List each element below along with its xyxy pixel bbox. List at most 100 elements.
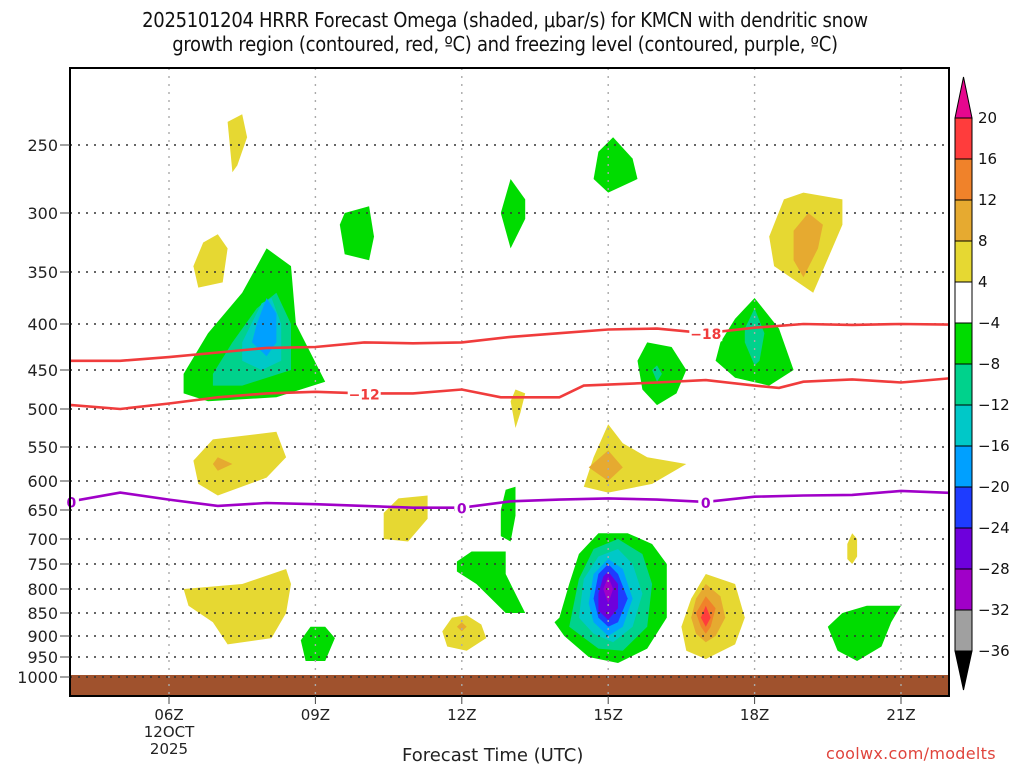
colorbar-band--16-to--12 [954, 404, 973, 447]
y-tick-label-550: 550 [27, 438, 58, 457]
y-tick-label-1000: 1000 [17, 668, 58, 687]
freezing-level-contour-1-label-1: 0 [457, 502, 467, 518]
omega-region-teal-t18-420 [744, 308, 765, 366]
omega-region-orange-t12-880 [456, 622, 467, 632]
y-axis: 250 300 350 400 450 500 550 600 650 700 750 800 850 9… [17, 136, 70, 687]
freezing-level-contour-1-label-bg-2 [698, 493, 714, 510]
x-tick-sublabel-2: 2025 [150, 740, 188, 758]
colorbar-band--8-to--4 [954, 322, 973, 365]
omega-region-green-t20-870 [827, 605, 901, 661]
x-tick-label-06Z: 06Z [154, 706, 183, 724]
dgz-contour-2-line [70, 377, 949, 411]
freezing-level-contour-1-line [70, 489, 949, 509]
colorbar-label-13: −36 [978, 642, 1010, 660]
colorbar-bottom-arrow [954, 650, 973, 691]
dgz-contour-2-label-bg-0 [347, 385, 381, 402]
colorbar-band--32-to--28 [954, 568, 973, 611]
colorbar-band-12-to-16 [954, 158, 973, 201]
colorbar-band-8-to-12 [954, 199, 973, 242]
colorbar-band--24-to--20 [954, 486, 973, 529]
omega-region-red-t17-850 [700, 605, 711, 627]
x-tick-label-18Z: 18Z [740, 706, 769, 724]
omega-region-green-t12-780 [456, 551, 526, 613]
grid-lines [70, 68, 949, 696]
y-tick-label-900: 900 [27, 627, 58, 646]
colorbar-label-11: −28 [978, 560, 1010, 578]
colorbar: 20 16 12 8 4 −4 −8 −12 −16 −20 −24 −28 −32 −36 [954, 76, 1010, 691]
y-tick-label-250: 250 [27, 136, 58, 155]
colorbar-label-12: −32 [978, 601, 1010, 619]
y-tick-label-300: 300 [27, 204, 58, 223]
colorbar-band-4-to-8 [954, 240, 973, 283]
chart-title: 2025101204 HRRR Forecast Omega (shaded, … [0, 8, 1010, 56]
x-tick-label-12Z: 12Z [447, 706, 476, 724]
y-tick-label-500: 500 [27, 400, 58, 419]
dgz-contour-2-label-0: −12 [349, 387, 380, 403]
x-tick-label-15Z: 15Z [594, 706, 623, 724]
omega-region-green-t9-920 [300, 626, 335, 661]
omega-region-orange-t19-320 [793, 213, 823, 278]
colorbar-top-arrow [954, 76, 973, 119]
y-tick-label-850: 850 [27, 604, 58, 623]
contour-lines [70, 322, 949, 509]
omega-region-yellow-t11-670 [383, 495, 428, 542]
y-tick-label-950: 950 [27, 648, 58, 667]
chart-title-line-2: growth region (contoured, red, ºC) and f… [172, 32, 838, 56]
y-tick-label-450: 450 [27, 361, 58, 380]
colorbar-band--36-to--32 [954, 609, 973, 652]
x-tick-label-09Z: 09Z [301, 706, 330, 724]
colorbar-band-16-to-20 [954, 117, 973, 160]
y-tick-label-700: 700 [27, 530, 58, 549]
omega-region-yellow-t20-720 [847, 533, 858, 564]
colorbar-label-9: −20 [978, 478, 1010, 496]
x-tick-label-21Z: 21Z [886, 706, 915, 724]
omega-region-yellow-t12-880 [442, 615, 487, 651]
surface-fill [70, 675, 949, 696]
colorbar-label-4: 4 [978, 273, 988, 291]
y-tick-label-400: 400 [27, 315, 58, 334]
omega-region-orange-t7-570 [212, 457, 233, 471]
freezing-level-contour-1-label-0: 0 [67, 495, 77, 511]
omega-region-green-t13-660 [500, 486, 516, 542]
colorbar-band--20-to--16 [954, 445, 973, 488]
omega-region-yellow-t7-820 [183, 569, 291, 645]
omega-region-green-t13-290 [500, 179, 526, 249]
dgz-contour-1-label-bg-0 [689, 325, 723, 342]
colorbar-label-1: 16 [978, 150, 997, 168]
dgz-contour-1-line [70, 322, 949, 363]
x-axis-label: Forecast Time (UTC) [402, 745, 584, 766]
omega-region-green-t16-450 [637, 342, 687, 406]
dgz-contour-1-label-0: −18 [690, 327, 721, 343]
y-tick-label-350: 350 [27, 263, 58, 282]
colorbar-label-8: −16 [978, 437, 1010, 455]
colorbar-label-7: −12 [978, 396, 1010, 414]
colorbar-band--4-to-4 [954, 281, 973, 324]
omega-region-green-t15-255 [593, 137, 638, 193]
colorbar-band--28-to--24 [954, 527, 973, 570]
freezing-level-contour-1-label-bg-1 [454, 499, 470, 516]
colorbar-label-6: −8 [978, 355, 1000, 373]
y-tick-label-800: 800 [27, 580, 58, 599]
omega-region-yellow-t13-490 [510, 389, 526, 428]
colorbar-band--12-to--8 [954, 363, 973, 406]
omega-region-blue-t8-400 [252, 298, 277, 357]
omega-region-yellow-t7-570 [193, 431, 287, 496]
plot-frame [69, 67, 950, 697]
freezing-level-contour-1-label-2: 0 [701, 496, 711, 512]
omega-region-orange-t15-560 [588, 450, 623, 481]
x-tick-sublabel-1: 12OCT [144, 723, 195, 741]
y-tick-label-600: 600 [27, 472, 58, 491]
chart-title-line-1: 2025101204 HRRR Forecast Omega (shaded, … [142, 8, 868, 32]
omega-region-green-t10-310 [339, 206, 374, 261]
colorbar-label-3: 8 [978, 232, 988, 250]
credit-link[interactable]: coolwx.com/modelts [826, 744, 996, 763]
y-tick-label-750: 750 [27, 555, 58, 574]
y-tick-label-650: 650 [27, 501, 58, 520]
surface-below-ground [70, 675, 949, 696]
omega-region-yellow-t7-250 [227, 114, 248, 173]
colorbar-label-2: 12 [978, 191, 997, 209]
contour-labels: −18 −12 0 0 0 [63, 325, 723, 518]
colorbar-label-10: −24 [978, 519, 1010, 537]
